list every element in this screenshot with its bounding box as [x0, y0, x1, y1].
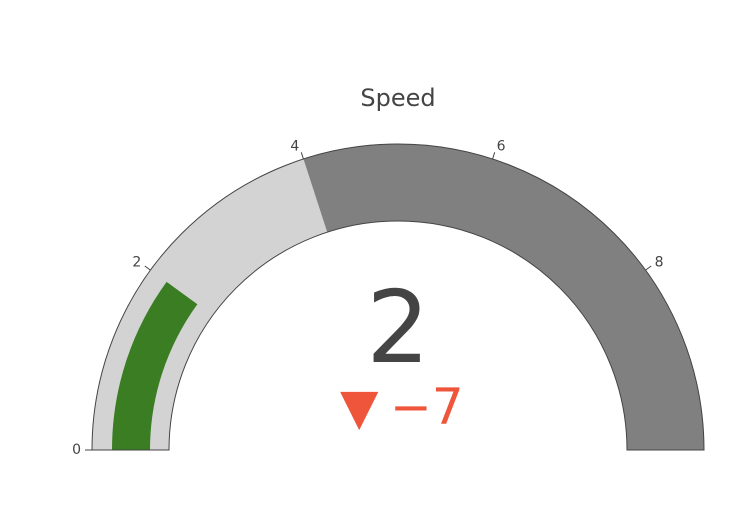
- delta-down-icon: ▼: [340, 378, 379, 436]
- gauge-border-layer: [91, 143, 705, 451]
- gauge-border: [91, 143, 705, 451]
- gauge-delta: ▼ −7: [340, 378, 464, 436]
- tick-label-8: 8: [655, 254, 664, 270]
- chart-title: Speed: [360, 84, 435, 112]
- tick-mark-2: [144, 265, 151, 271]
- gauge-value-bar: [112, 281, 198, 450]
- tick-label-0: 0: [72, 442, 81, 458]
- tick-mark-8: [645, 265, 652, 271]
- tick-label-6: 6: [497, 139, 506, 155]
- delta-value: −7: [390, 378, 464, 436]
- gauge-axis: 0 2 4 6 8: [72, 139, 663, 458]
- gauge-value-bar-layer: [112, 281, 198, 450]
- tick-label-4: 4: [290, 139, 299, 155]
- gauge-value: 2: [366, 269, 430, 386]
- tick-mark-6: [492, 152, 496, 160]
- tick-label-2: 2: [132, 254, 141, 270]
- gauge-step-1: [303, 143, 705, 450]
- tick-mark-4: [300, 152, 304, 160]
